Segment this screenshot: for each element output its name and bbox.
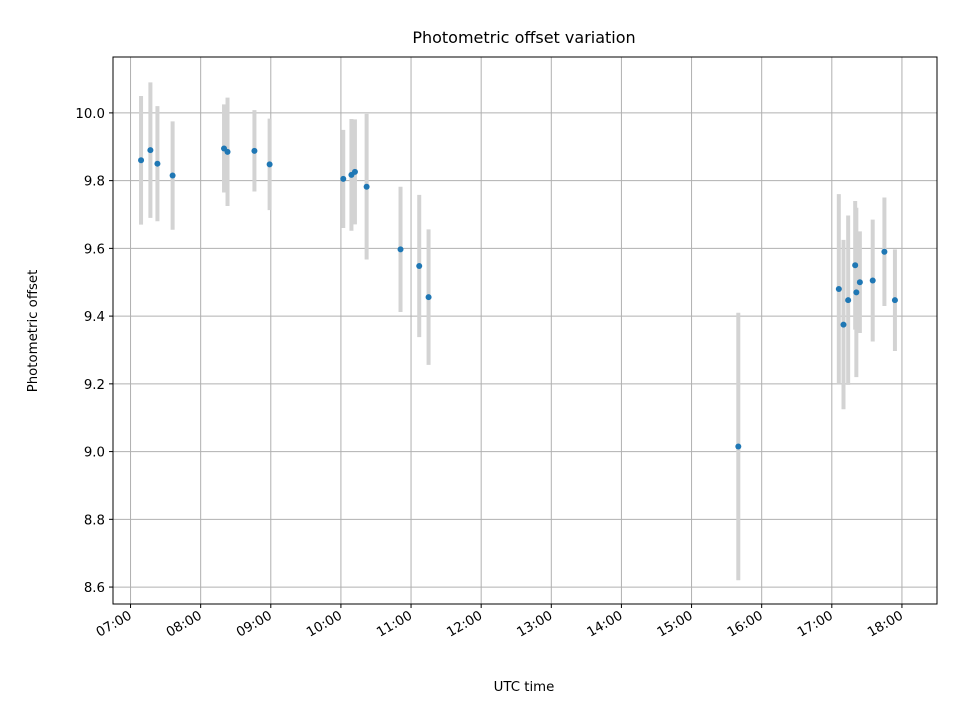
data-point	[856, 279, 863, 286]
x-tick-label: 07:00	[94, 608, 135, 640]
data-point	[147, 147, 154, 154]
y-axis: 8.6 8.8 9.0 9.2 9.4 9.6 9.8 10.0	[75, 107, 113, 596]
data-point	[224, 148, 231, 155]
x-tick-label: 08:00	[164, 608, 205, 640]
x-tick-label: 10:00	[304, 608, 345, 640]
y-tick-label: 9.6	[84, 242, 105, 257]
data-points	[138, 145, 898, 450]
y-tick-label: 10.0	[75, 107, 105, 122]
x-tick-label: 15:00	[655, 608, 696, 640]
data-point	[853, 289, 860, 296]
plot-frame	[112, 56, 938, 605]
y-tick-label: 8.8	[84, 513, 105, 528]
data-point	[154, 160, 161, 167]
x-tick-label: 09:00	[234, 608, 275, 640]
data-point	[881, 248, 888, 255]
x-tick-label: 16:00	[725, 608, 766, 640]
chart-title: Photometric offset variation	[412, 28, 635, 47]
data-point	[840, 321, 847, 328]
x-tick-label: 11:00	[374, 608, 415, 640]
x-tick-label: 14:00	[585, 608, 626, 640]
data-point	[845, 297, 852, 304]
data-point	[351, 168, 358, 175]
data-point	[869, 277, 876, 284]
data-point	[169, 172, 176, 179]
data-point	[266, 161, 273, 168]
data-point	[340, 175, 347, 182]
error-bars	[139, 82, 897, 581]
x-axis: 07:00 08:00 09:00 10:00 11:00 12:00 13:00 14:00…	[94, 604, 906, 641]
x-axis-label: UTC time	[494, 680, 555, 695]
x-tick-label: 18:00	[865, 608, 906, 640]
x-tick-label: 17:00	[795, 608, 836, 640]
data-point	[416, 262, 423, 269]
grid	[113, 57, 937, 604]
data-point	[852, 262, 859, 269]
x-tick-label: 12:00	[444, 608, 485, 640]
y-tick-label: 9.4	[84, 310, 105, 325]
data-point	[397, 246, 404, 253]
y-tick-label: 9.8	[84, 175, 105, 190]
data-point	[835, 286, 842, 293]
data-point	[138, 157, 145, 164]
y-tick-label: 9.2	[84, 378, 105, 393]
y-tick-label: 8.6	[84, 581, 105, 596]
data-point	[891, 297, 898, 304]
data-point	[251, 147, 258, 154]
data-point	[735, 443, 742, 450]
y-tick-label: 9.0	[84, 446, 105, 461]
data-point	[363, 183, 370, 190]
x-tick-label: 13:00	[515, 608, 556, 640]
y-axis-label: Photometric offset	[26, 270, 41, 393]
data-point	[425, 294, 432, 301]
